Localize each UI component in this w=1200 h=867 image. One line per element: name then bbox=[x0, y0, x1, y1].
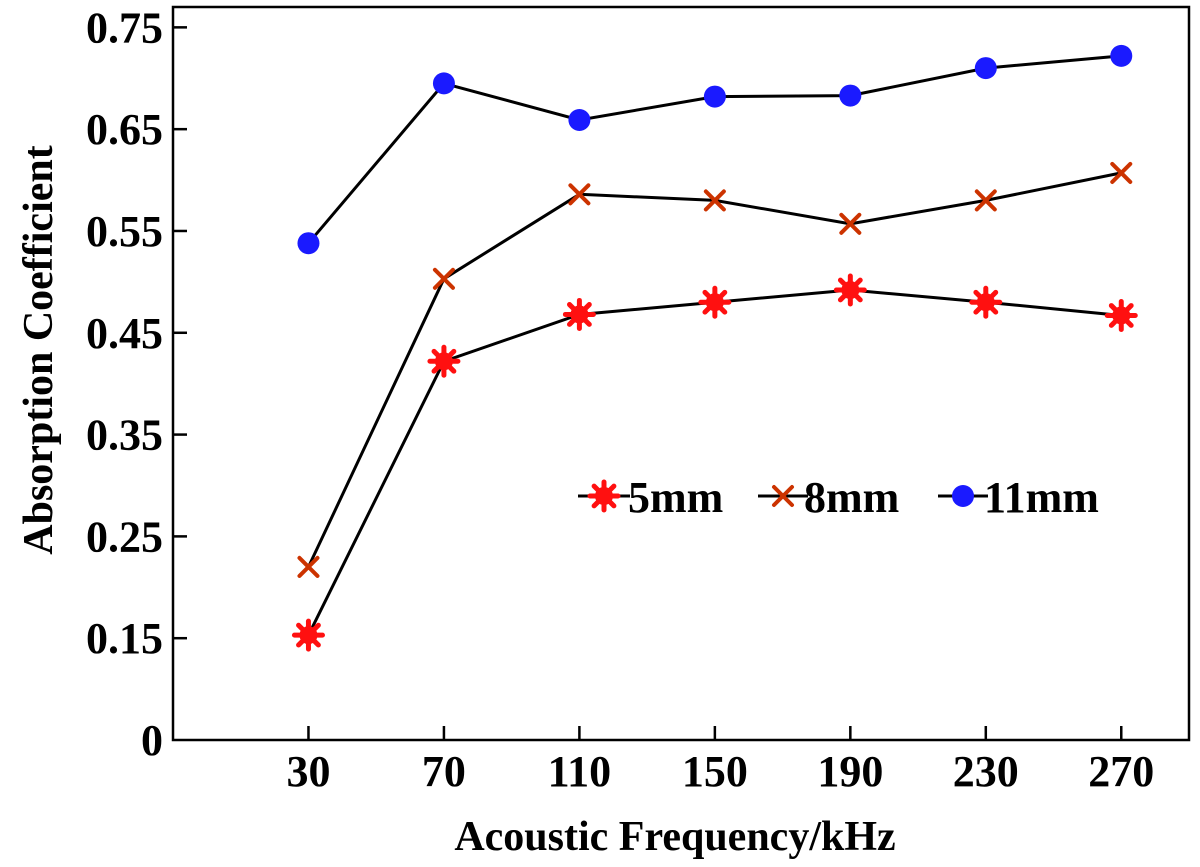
x-tick-label: 70 bbox=[422, 747, 466, 796]
data-point bbox=[432, 267, 455, 290]
data-point bbox=[839, 84, 862, 107]
x-tick-label: 150 bbox=[682, 747, 748, 796]
data-point bbox=[1110, 161, 1133, 184]
y-axis-ticks: 0 0.15 0.25 0.35 0.45 0.55 0.65 0.75 bbox=[86, 3, 187, 765]
legend: 5mm 8mm 11mm bbox=[578, 473, 1099, 522]
legend-label: 11mm bbox=[984, 473, 1099, 522]
data-point-stroke bbox=[296, 622, 321, 648]
legend-item: 11mm bbox=[938, 473, 1099, 522]
axes bbox=[171, 5, 1191, 742]
y-tick-label: 0.35 bbox=[86, 411, 163, 460]
data-point-stroke bbox=[1110, 161, 1133, 184]
data-point bbox=[297, 232, 320, 255]
data-point bbox=[1104, 298, 1138, 332]
data-point-stroke bbox=[432, 267, 455, 290]
data-point bbox=[698, 285, 732, 319]
data-point bbox=[568, 183, 591, 206]
y-tick-label: 0 bbox=[141, 716, 163, 765]
legend-label: 8mm bbox=[804, 473, 899, 522]
y-axis-label: Absorption Coefficient bbox=[16, 145, 62, 554]
data-point-stroke bbox=[431, 348, 457, 374]
x-tick-label: 110 bbox=[548, 747, 612, 796]
data-point-stroke bbox=[1108, 303, 1134, 328]
series-line bbox=[307, 288, 1122, 636]
y-tick-label: 0.15 bbox=[86, 614, 163, 663]
data-point bbox=[969, 285, 1003, 319]
data-point bbox=[833, 273, 867, 307]
data-point-stroke bbox=[568, 183, 591, 206]
x-axis-ticks: 30 70 110 150 190 230 270 bbox=[286, 726, 1154, 796]
data-point bbox=[974, 189, 997, 212]
series-11mm bbox=[297, 44, 1133, 255]
x-tick-label: 230 bbox=[953, 747, 1019, 796]
data-point bbox=[568, 109, 591, 132]
data-point bbox=[291, 618, 325, 652]
series-5mm bbox=[291, 273, 1138, 652]
y-tick-label: 0.75 bbox=[86, 3, 163, 52]
data-point-stroke bbox=[973, 289, 999, 315]
data-point-stroke bbox=[297, 555, 320, 578]
legend-item: 8mm bbox=[758, 473, 899, 522]
data-point-stroke bbox=[591, 483, 617, 509]
legend-item: 5mm bbox=[578, 473, 723, 522]
x-tick-label: 30 bbox=[286, 747, 330, 796]
x-axis-label: Acoustic Frequency/kHz bbox=[454, 814, 895, 860]
y-tick-label: 0.65 bbox=[86, 105, 163, 154]
data-point bbox=[562, 297, 596, 331]
x-tick-label: 190 bbox=[817, 747, 883, 796]
data-point-stroke bbox=[772, 485, 794, 507]
y-tick-label: 0.55 bbox=[86, 207, 163, 256]
data-point bbox=[952, 485, 974, 507]
data-point bbox=[587, 479, 621, 513]
data-point bbox=[974, 57, 997, 80]
data-point-stroke bbox=[837, 277, 863, 303]
series-line bbox=[307, 54, 1122, 245]
data-point bbox=[1110, 44, 1133, 67]
data-point bbox=[703, 189, 726, 212]
data-point bbox=[427, 344, 461, 378]
data-point-stroke bbox=[703, 189, 726, 212]
data-point-stroke bbox=[839, 212, 862, 235]
data-point bbox=[703, 85, 726, 108]
x-tick-label: 270 bbox=[1088, 747, 1154, 796]
series-layer bbox=[291, 44, 1138, 652]
data-point-stroke bbox=[702, 289, 728, 315]
data-point bbox=[297, 555, 320, 578]
data-point-stroke bbox=[974, 189, 997, 212]
series-8mm bbox=[297, 161, 1133, 578]
data-point bbox=[432, 72, 455, 95]
y-tick-label: 0.25 bbox=[86, 512, 163, 561]
data-point bbox=[839, 212, 862, 235]
data-point bbox=[772, 485, 794, 507]
plot-frame bbox=[171, 5, 1191, 742]
data-point-stroke bbox=[567, 302, 592, 327]
y-tick-label: 0.45 bbox=[86, 309, 163, 358]
legend-label: 5mm bbox=[628, 473, 723, 522]
